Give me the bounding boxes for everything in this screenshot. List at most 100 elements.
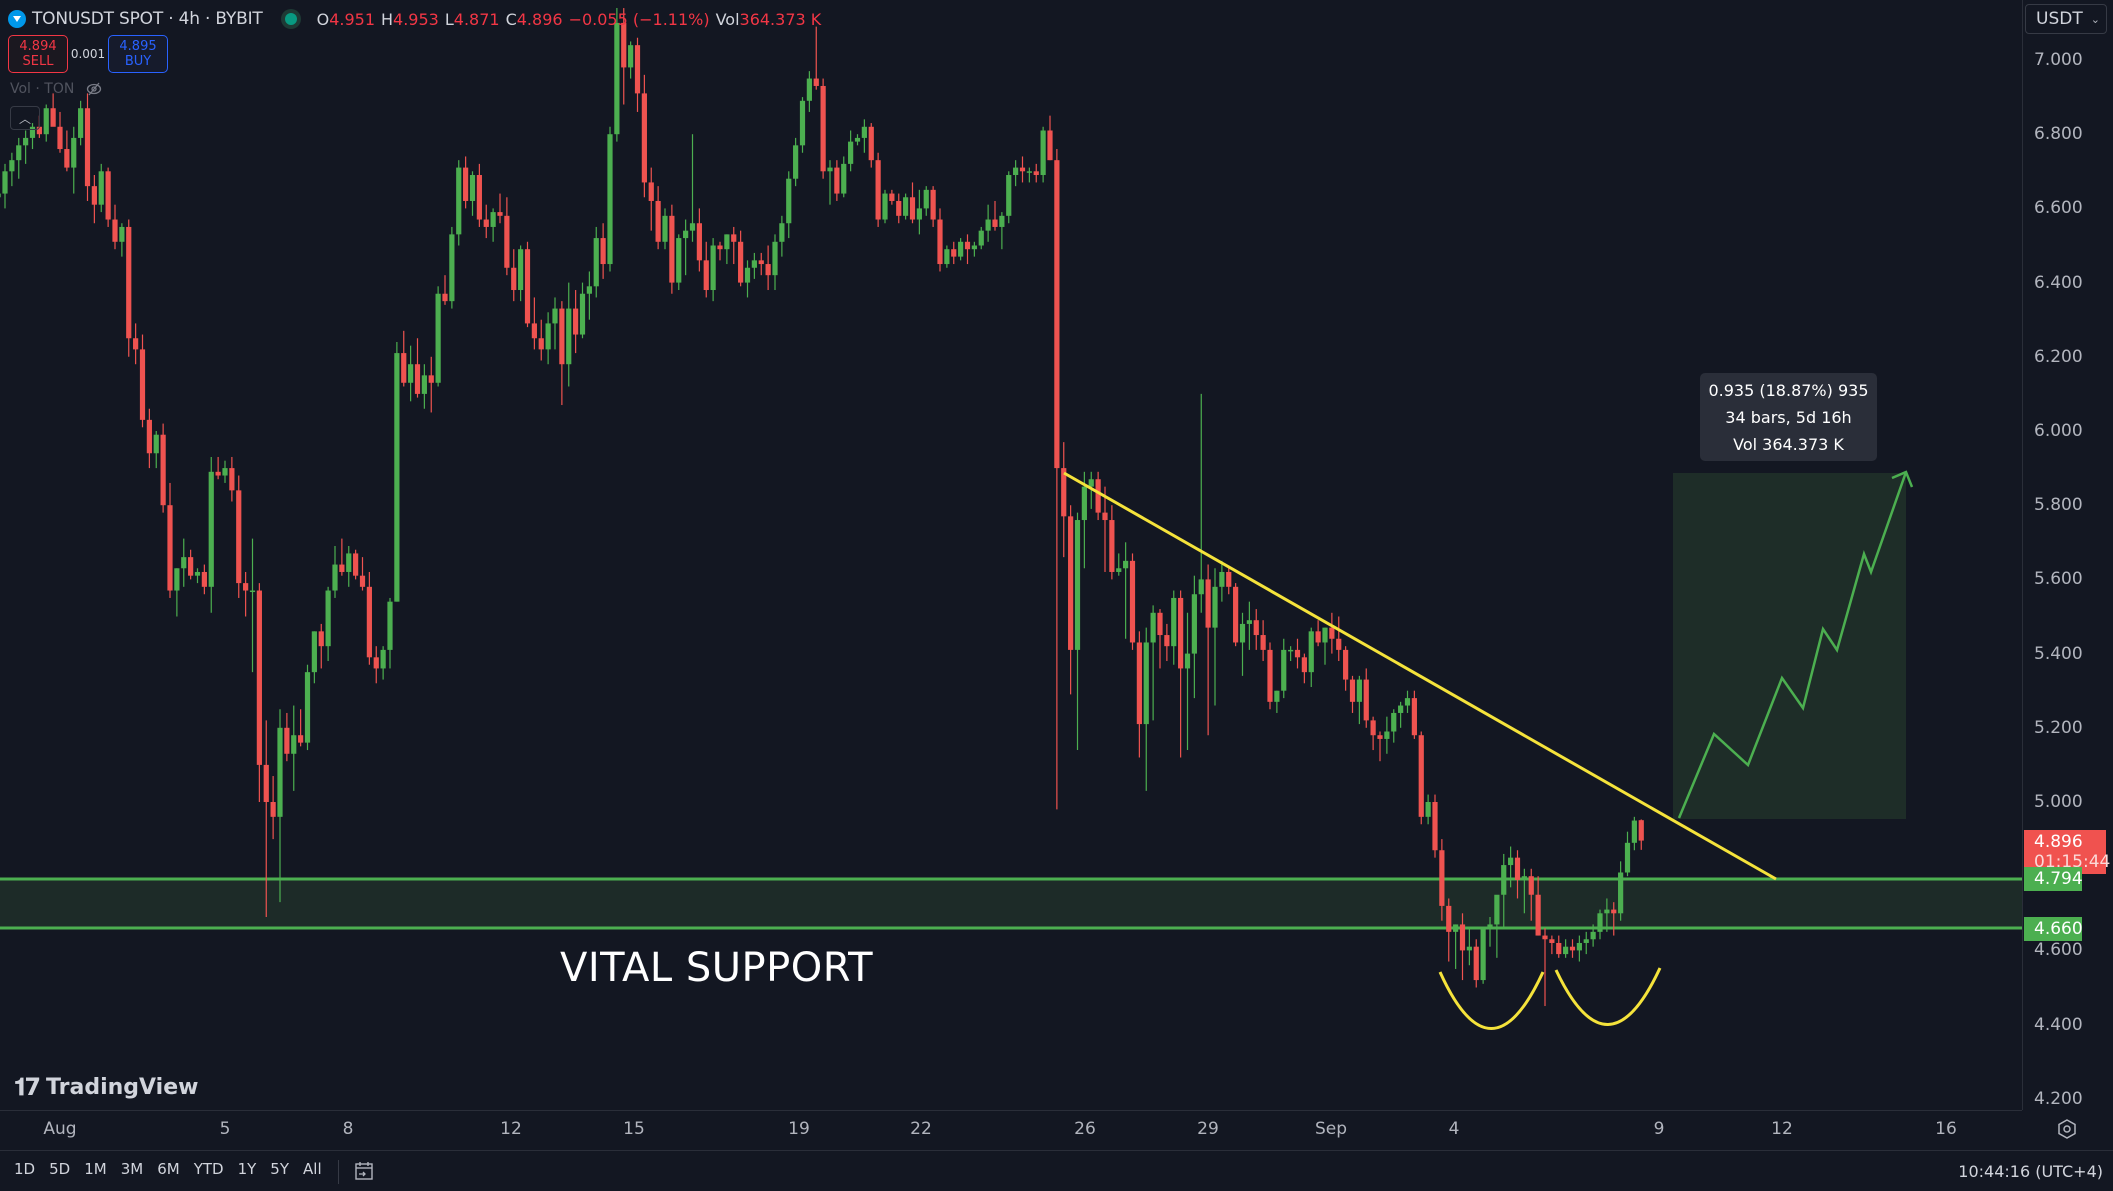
- candle-body: [1480, 928, 1486, 981]
- candle-body: [1494, 894, 1500, 925]
- candle-body: [394, 353, 400, 602]
- candle-body: [538, 338, 544, 350]
- range-all[interactable]: All: [303, 1160, 322, 1178]
- candlestick-chart[interactable]: [0, 0, 2022, 1110]
- candle-body: [628, 45, 634, 68]
- candle-body: [387, 601, 393, 650]
- candle-body: [621, 22, 627, 68]
- candle-body: [909, 197, 916, 220]
- candle-body: [50, 108, 56, 127]
- candle-body: [1391, 712, 1397, 732]
- candle-body: [937, 219, 943, 265]
- double-bottom-arc-left[interactable]: [1438, 971, 1545, 1030]
- candle-body: [1054, 160, 1060, 469]
- candle-body: [854, 137, 861, 142]
- candle-body: [318, 631, 324, 647]
- candle-body: [353, 553, 359, 576]
- candle-body: [188, 557, 194, 576]
- candle-body: [1040, 130, 1046, 176]
- time-tick-label: 19: [788, 1119, 810, 1139]
- candle-body: [497, 212, 503, 216]
- vital-support-label[interactable]: VITAL SUPPORT: [560, 945, 874, 991]
- candle-body: [483, 219, 489, 227]
- time-tick-label: Sep: [1314, 1119, 1348, 1139]
- candle-body: [903, 197, 909, 216]
- candle-body: [0, 193, 1, 198]
- candle-body: [1267, 649, 1273, 702]
- time-tick-label: 29: [1197, 1119, 1219, 1139]
- candle-body: [703, 260, 709, 291]
- candle-body: [1583, 939, 1589, 943]
- range-ytd[interactable]: YTD: [193, 1160, 224, 1178]
- candle-body: [1349, 679, 1356, 702]
- candle-body: [153, 434, 159, 454]
- candle-body: [1109, 520, 1115, 572]
- buy-button[interactable]: 4.895 BUY: [108, 35, 168, 73]
- candle-body: [208, 471, 214, 587]
- candle-body: [518, 249, 524, 291]
- price-tick-label: 6.400: [2034, 272, 2083, 293]
- candle-body: [1377, 735, 1383, 739]
- high-value: 4.953: [393, 9, 439, 29]
- support-zone: [0, 877, 2022, 930]
- range-5y[interactable]: 5Y: [270, 1160, 290, 1178]
- go-to-date-calendar-icon[interactable]: [353, 1160, 375, 1182]
- candle-body: [1274, 690, 1280, 702]
- candle-body: [1466, 946, 1472, 951]
- range-3m[interactable]: 3M: [120, 1160, 144, 1178]
- candle-body: [834, 167, 840, 194]
- range-1y[interactable]: 1Y: [237, 1160, 257, 1178]
- range-1d[interactable]: 1D: [14, 1160, 36, 1178]
- candle-body: [1501, 865, 1507, 895]
- double-bottom-arc-right[interactable]: [1554, 967, 1662, 1026]
- collapse-legend-button[interactable]: ︿: [10, 106, 40, 130]
- currency-select[interactable]: USDT ⌄: [2025, 4, 2107, 34]
- candle-body: [758, 260, 764, 265]
- measure-tooltip: 0.935 (18.87%) 935 34 bars, 5d 16h Vol 3…: [1700, 373, 1877, 461]
- candle-body: [304, 672, 311, 743]
- candle-body: [696, 223, 702, 261]
- time-axis[interactable]: Aug 5 8 12 15 19 22 26 29 Sep 4 9 12 16: [0, 1110, 2022, 1151]
- candle-body: [738, 241, 744, 283]
- chart-pane[interactable]: TONUSDT SPOT · 4h · BYBIT O 4.951 H 4.953 …: [0, 0, 2022, 1110]
- candle-body: [1315, 631, 1321, 643]
- candle-body: [71, 137, 77, 168]
- candle-body: [1226, 571, 1232, 587]
- projection-box[interactable]: [1673, 473, 1906, 819]
- candle-body: [1432, 802, 1438, 851]
- candle-body: [958, 241, 964, 257]
- ton-logo-icon: [8, 10, 26, 28]
- range-5d[interactable]: 5D: [49, 1160, 71, 1178]
- divider: [337, 1160, 339, 1184]
- candle-body: [1508, 857, 1514, 866]
- tradingview-watermark[interactable]: 𝟏7 TradingView: [14, 1073, 198, 1101]
- open-value: 4.951: [329, 9, 375, 29]
- range-6m[interactable]: 6M: [157, 1160, 180, 1178]
- price-tick-label: 5.400: [2034, 643, 2083, 664]
- candle-body: [1631, 820, 1637, 843]
- clock-timezone[interactable]: 10:44:16 (UTC+4): [1958, 1162, 2103, 1181]
- candle-body: [1178, 597, 1184, 669]
- candle-body: [772, 241, 778, 276]
- descending-trendline[interactable]: [1063, 471, 1777, 881]
- candle-body: [875, 160, 881, 220]
- volume-indicator[interactable]: Vol · TON: [10, 81, 102, 97]
- candle-body: [1514, 857, 1521, 880]
- candle-body: [181, 557, 187, 569]
- eye-hidden-icon[interactable]: [86, 81, 102, 97]
- candle-body: [1026, 171, 1032, 173]
- candle-body: [174, 568, 180, 591]
- candle-body: [868, 126, 874, 161]
- candle-body: [724, 234, 730, 250]
- candle-body: [689, 223, 696, 231]
- sell-button[interactable]: 4.894 SELL: [8, 35, 68, 73]
- change-value: −0.055 (−1.11%): [568, 9, 710, 29]
- range-1m[interactable]: 1M: [84, 1160, 107, 1178]
- candle-body: [1123, 560, 1129, 569]
- settings-gear-icon[interactable]: [2056, 1118, 2078, 1140]
- projected-path-arrow[interactable]: [1677, 471, 1908, 819]
- candle-body: [964, 241, 971, 250]
- candle-body: [889, 193, 895, 201]
- symbol-title[interactable]: TONUSDT SPOT · 4h · BYBIT: [32, 9, 263, 29]
- candle-body: [545, 323, 551, 350]
